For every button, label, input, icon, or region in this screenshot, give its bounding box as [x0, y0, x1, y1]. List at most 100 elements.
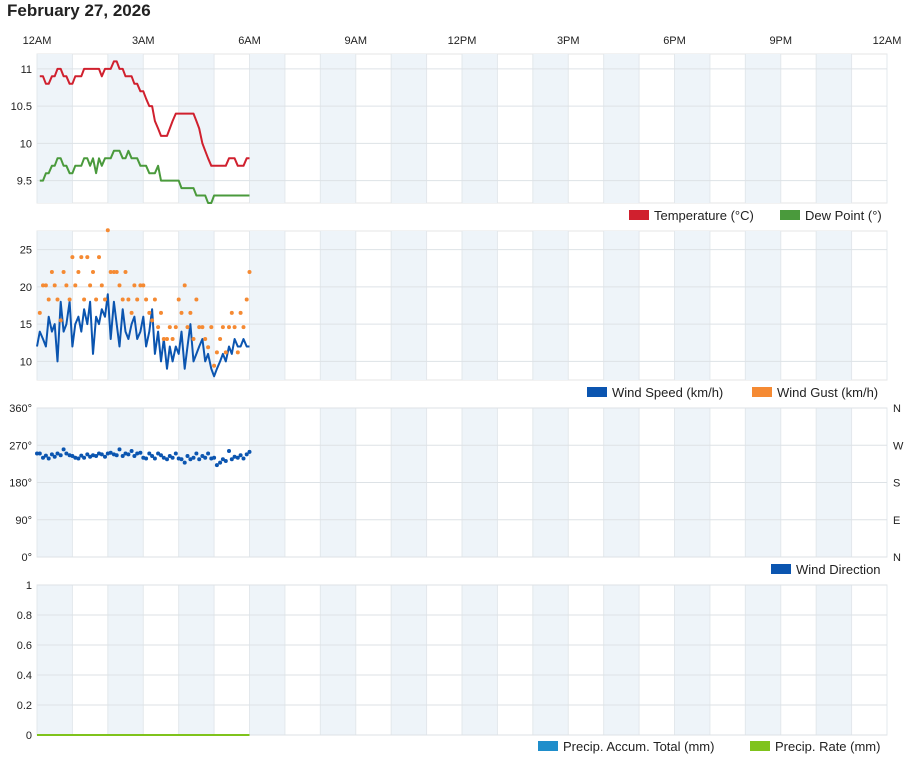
data-point	[203, 455, 208, 460]
data-point	[218, 460, 223, 465]
hour-band	[745, 585, 781, 735]
data-point	[156, 451, 161, 456]
hour-band	[320, 54, 356, 203]
time-axis-label: 12AM	[23, 35, 52, 47]
data-point	[114, 453, 119, 458]
hour-band	[745, 231, 781, 380]
data-point	[235, 455, 240, 460]
legend-swatch	[771, 564, 791, 574]
hour-band	[107, 54, 144, 203]
y-tick-label: 0.6	[17, 640, 32, 652]
data-point	[46, 297, 51, 302]
data-point	[97, 255, 101, 260]
hour-band	[462, 231, 498, 380]
hour-band	[391, 231, 427, 380]
data-point	[99, 283, 104, 288]
data-point	[82, 297, 87, 302]
data-point	[132, 454, 137, 458]
page-title: February 27, 2026	[7, 1, 151, 20]
series-line	[39, 149, 250, 204]
data-point	[161, 337, 166, 341]
legend-label: Wind Speed (km/h)	[612, 385, 723, 400]
data-point	[105, 228, 110, 233]
data-point	[64, 283, 69, 288]
data-point	[64, 451, 69, 456]
data-point	[197, 457, 202, 462]
data-point	[117, 447, 122, 452]
data-point	[156, 325, 161, 330]
hour-band	[532, 231, 569, 380]
data-point	[212, 363, 217, 368]
y-tick-label: 25	[20, 245, 32, 257]
legend-swatch	[538, 741, 558, 751]
data-point	[170, 337, 175, 341]
data-point	[79, 453, 84, 458]
hour-band	[532, 54, 569, 203]
data-point	[35, 451, 39, 456]
hour-band	[674, 585, 710, 735]
data-point	[108, 270, 113, 274]
data-point	[197, 325, 202, 330]
data-point	[52, 454, 57, 459]
data-point	[152, 456, 157, 461]
data-point	[191, 337, 196, 341]
legend-swatch	[587, 387, 607, 397]
data-point	[227, 449, 231, 453]
data-point	[76, 270, 81, 274]
data-point	[206, 345, 211, 350]
data-point	[103, 297, 107, 302]
hour-band	[249, 585, 285, 735]
data-point	[244, 297, 249, 302]
data-point	[206, 451, 211, 456]
data-point	[144, 456, 149, 461]
y-tick-label: 180°	[9, 478, 32, 490]
data-point	[85, 452, 90, 457]
data-point	[99, 452, 104, 457]
data-point	[203, 337, 208, 341]
data-point	[94, 454, 99, 458]
data-point	[88, 283, 93, 288]
data-point	[170, 455, 175, 460]
data-point	[165, 337, 169, 341]
data-point	[135, 451, 140, 456]
data-point	[229, 310, 234, 315]
data-point	[232, 325, 237, 330]
legend-label: Wind Direction	[796, 562, 881, 577]
data-point	[55, 297, 60, 302]
data-point	[191, 455, 196, 460]
hour-band	[674, 54, 710, 203]
data-point	[179, 457, 184, 462]
data-point	[94, 297, 99, 302]
data-point	[152, 297, 157, 302]
data-point	[188, 457, 193, 462]
legend-label: Temperature (°C)	[654, 208, 754, 223]
time-axis-label: 3PM	[557, 35, 580, 47]
data-point	[229, 457, 234, 462]
time-axis-label: 6PM	[663, 35, 686, 47]
hour-band	[674, 231, 710, 380]
legend-label: Dew Point (°)	[805, 208, 882, 223]
data-point	[108, 450, 113, 455]
data-point	[194, 451, 199, 456]
data-point	[167, 325, 172, 330]
data-point	[214, 350, 219, 355]
data-point	[132, 283, 137, 288]
y-tick-label: 1	[26, 580, 32, 592]
data-point	[179, 310, 184, 315]
data-point	[135, 297, 140, 302]
legend-swatch	[750, 741, 770, 751]
time-axis-label: 9PM	[769, 35, 792, 47]
data-point	[244, 452, 249, 457]
y-tick-label: 90°	[15, 515, 32, 527]
hour-band	[320, 585, 356, 735]
legend-swatch	[780, 210, 800, 220]
data-point	[43, 283, 48, 288]
data-point	[85, 255, 90, 260]
hour-band	[37, 585, 73, 735]
y-tick-label-right: N	[893, 403, 901, 415]
data-point	[129, 310, 134, 315]
data-point	[91, 453, 95, 458]
data-point	[220, 325, 225, 330]
data-point	[76, 456, 81, 461]
